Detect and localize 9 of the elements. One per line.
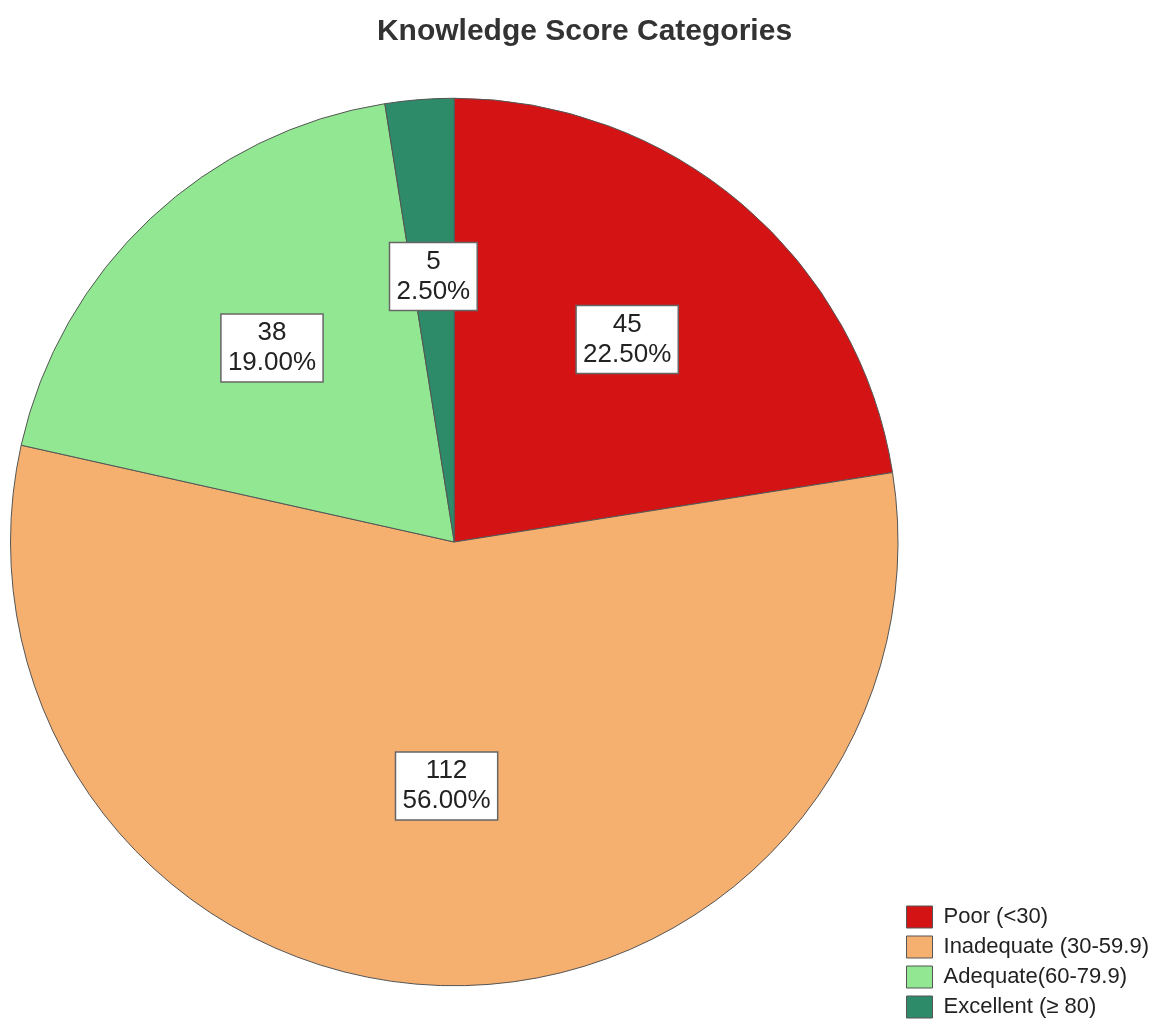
chart-title: Knowledge Score Categories bbox=[376, 13, 793, 47]
data-label: 5 2.50% bbox=[396, 244, 471, 305]
legend-label: Inadequate (30-59.9) bbox=[943, 933, 1150, 959]
data-label: 45 22.50% bbox=[583, 307, 672, 368]
data-label: 38 19.00% bbox=[227, 316, 317, 377]
legend-label: Poor (<30) bbox=[943, 903, 1049, 929]
legend-label: Excellent (≥ 80) bbox=[943, 993, 1097, 1019]
data-label: 112 56.00% bbox=[402, 754, 491, 815]
legend-label: Adequate(60-79.9) bbox=[943, 963, 1127, 989]
